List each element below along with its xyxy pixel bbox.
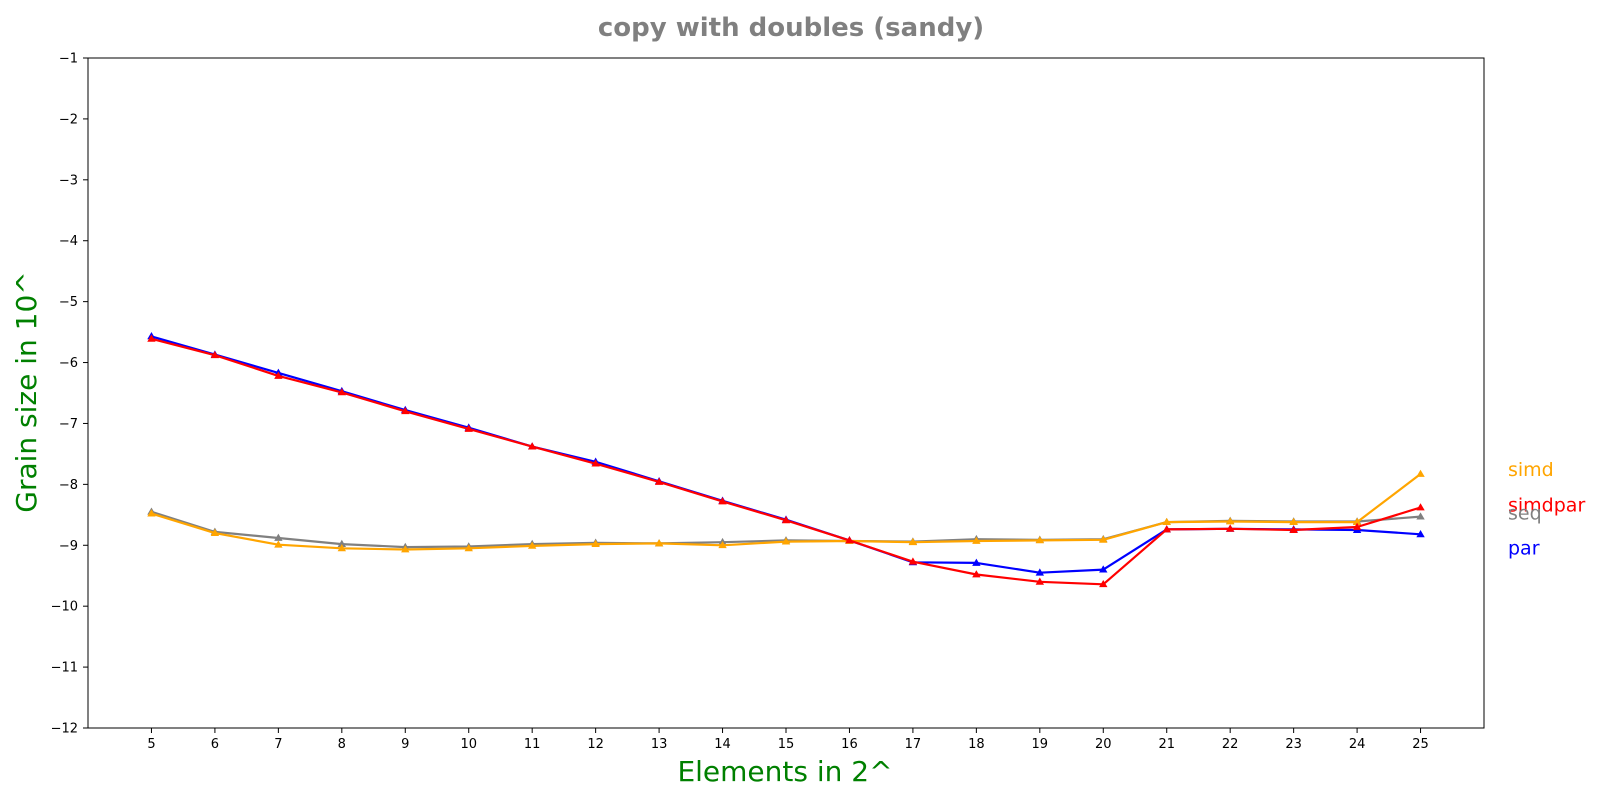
x-tick-label: 10 xyxy=(460,737,477,752)
x-tick-label: 18 xyxy=(968,737,985,752)
data-point-par xyxy=(972,558,981,566)
data-point-simd xyxy=(591,539,600,547)
plot-frame xyxy=(87,57,1485,729)
x-tick-label: 9 xyxy=(401,737,409,752)
y-tick-label: −9 xyxy=(59,539,78,554)
data-point-simd xyxy=(337,544,347,552)
data-point-simdpar xyxy=(1225,524,1235,532)
x-tick-label: 17 xyxy=(905,737,922,752)
y-tick-label: −8 xyxy=(59,478,78,493)
series-label-seq: seq xyxy=(1508,503,1542,525)
x-tick-label: 24 xyxy=(1349,737,1366,752)
data-point-par xyxy=(1035,568,1045,576)
x-axis-label: Elements in 2^ xyxy=(677,755,892,788)
data-point-simdpar xyxy=(1099,579,1108,588)
y-tick-label: −11 xyxy=(51,661,78,676)
data-point-simdpar xyxy=(147,334,156,342)
data-point-par xyxy=(1416,530,1425,538)
data-point-simd xyxy=(908,537,918,546)
data-point-simd xyxy=(210,528,220,536)
y-tick-label: −12 xyxy=(51,722,78,737)
data-point-simdpar xyxy=(464,424,473,432)
x-tick-label: 21 xyxy=(1158,737,1175,752)
data-point-simdpar xyxy=(972,570,981,578)
series-label-par: par xyxy=(1508,537,1540,559)
data-point-simdpar xyxy=(210,350,220,359)
data-point-simd xyxy=(654,539,664,547)
data-point-simd xyxy=(464,544,473,552)
x-tick-label: 5 xyxy=(147,737,155,752)
data-point-simdpar xyxy=(1352,522,1362,530)
data-point-simdpar xyxy=(274,371,283,379)
x-tick-label: 14 xyxy=(714,737,731,752)
data-point-simdpar xyxy=(1289,525,1298,533)
x-tick-label: 12 xyxy=(587,737,604,752)
data-point-simdpar xyxy=(718,497,727,505)
x-tick-label: 15 xyxy=(778,737,795,752)
x-tick-label: 13 xyxy=(651,737,668,752)
data-point-simd xyxy=(781,537,791,545)
data-point-simd xyxy=(147,509,156,517)
x-tick-label: 6 xyxy=(211,737,219,752)
data-point-simd xyxy=(1162,517,1171,526)
data-point-simd xyxy=(1099,535,1108,543)
data-point-simdpar xyxy=(908,557,918,565)
y-tick-label: −2 xyxy=(59,112,78,127)
data-point-simd xyxy=(1035,536,1045,544)
x-tick-label: 20 xyxy=(1095,737,1112,752)
data-point-seq xyxy=(1416,512,1425,520)
data-point-simdpar xyxy=(845,536,854,544)
data-point-simd xyxy=(401,545,410,553)
data-point-simdpar xyxy=(337,388,347,396)
y-tick-label: −1 xyxy=(59,52,78,67)
chart-title: copy with doubles (sandy) xyxy=(598,13,984,43)
data-point-simdpar xyxy=(781,516,791,524)
y-tick-label: −7 xyxy=(59,417,78,432)
data-point-simdpar xyxy=(1035,577,1045,585)
x-tick-label: 25 xyxy=(1412,737,1429,752)
x-tick-label: 8 xyxy=(338,737,346,752)
x-tick-label: 11 xyxy=(524,737,541,752)
data-point-simd xyxy=(1225,517,1235,525)
x-tick-label: 23 xyxy=(1285,737,1302,752)
data-point-simd xyxy=(718,540,727,549)
x-tick-label: 7 xyxy=(274,737,282,752)
data-point-simdpar xyxy=(401,406,410,415)
plot-area: −1 −2 −3 −4 −5 −6 −7 −8 −9 −10 −11 −12 5 6 7 8 9 10 11 12 13… xyxy=(51,52,1586,753)
y-tick-label: −6 xyxy=(59,356,78,371)
x-tick-label: 22 xyxy=(1222,737,1239,752)
series-label-simd: simd xyxy=(1508,459,1554,481)
data-point-simdpar xyxy=(1162,525,1171,533)
x-tick-label: 19 xyxy=(1032,737,1049,752)
data-point-simdpar xyxy=(654,477,664,485)
data-point-simd xyxy=(274,540,283,548)
y-tick-label: −10 xyxy=(51,600,78,615)
y-tick-label: −4 xyxy=(59,234,78,249)
y-tick-label: −3 xyxy=(59,173,78,188)
data-point-simdpar xyxy=(527,442,537,450)
data-point-simdpar xyxy=(1416,503,1425,511)
data-point-simd xyxy=(1416,469,1425,477)
data-point-simd xyxy=(1289,517,1298,526)
data-point-simd xyxy=(972,536,981,544)
data-point-par xyxy=(1099,565,1108,573)
y-tick-label: −5 xyxy=(59,295,78,310)
x-tick-label: 16 xyxy=(841,737,858,752)
series-label-simdpar: simdpar xyxy=(1508,495,1585,517)
data-point-simdpar xyxy=(591,459,600,467)
y-axis-label: Grain size in 10^ xyxy=(10,271,43,513)
data-point-simd xyxy=(527,541,537,549)
